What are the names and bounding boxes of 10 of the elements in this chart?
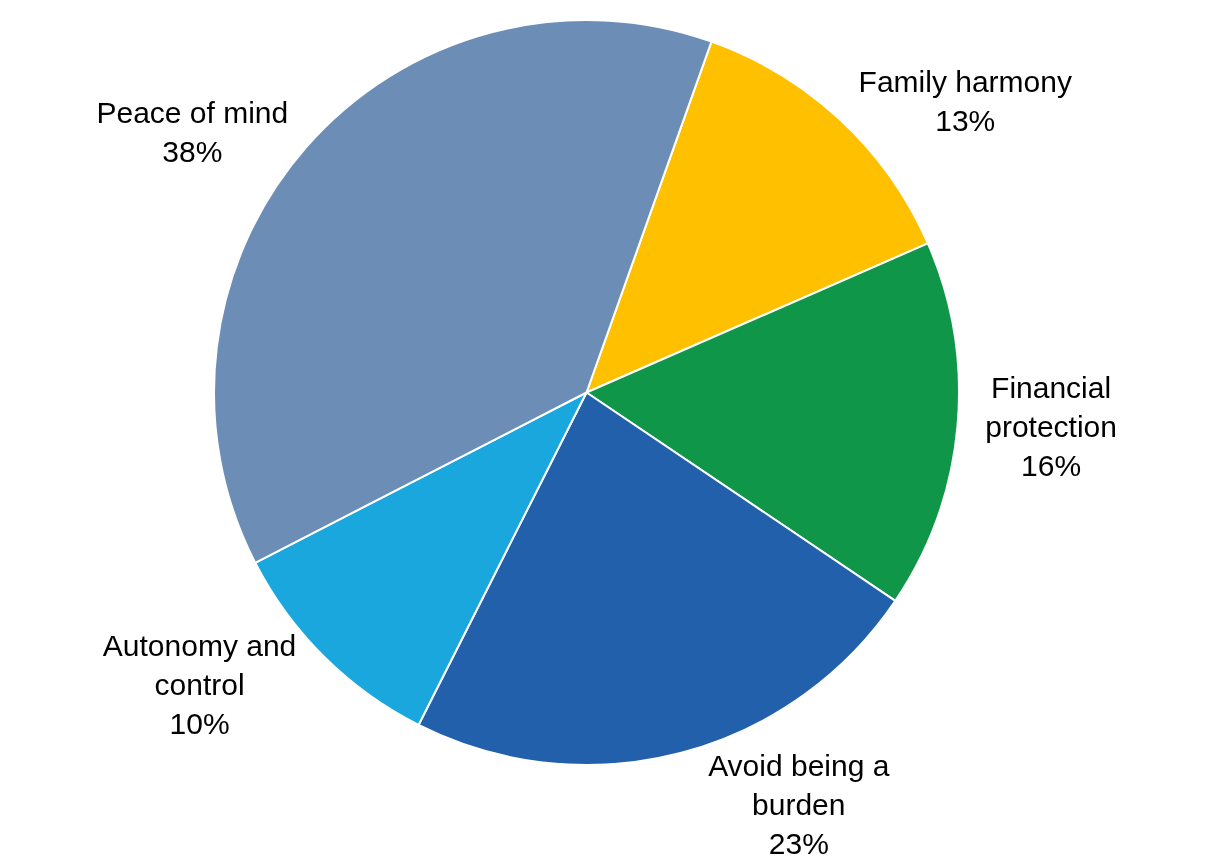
- slice-label: Autonomy and control: [102, 629, 297, 702]
- slice-label: Financial protection: [985, 371, 1117, 444]
- slice-label: Peace of mind: [96, 95, 289, 129]
- data-label: 38%: [162, 134, 223, 168]
- data-label: 23%: [768, 827, 829, 861]
- slice-label: Avoid being a burden: [708, 749, 890, 822]
- data-label: 13%: [935, 103, 996, 137]
- data-label: 10%: [169, 707, 230, 741]
- data-label: 16%: [1021, 449, 1082, 483]
- slice-label: Family harmony: [858, 64, 1072, 98]
